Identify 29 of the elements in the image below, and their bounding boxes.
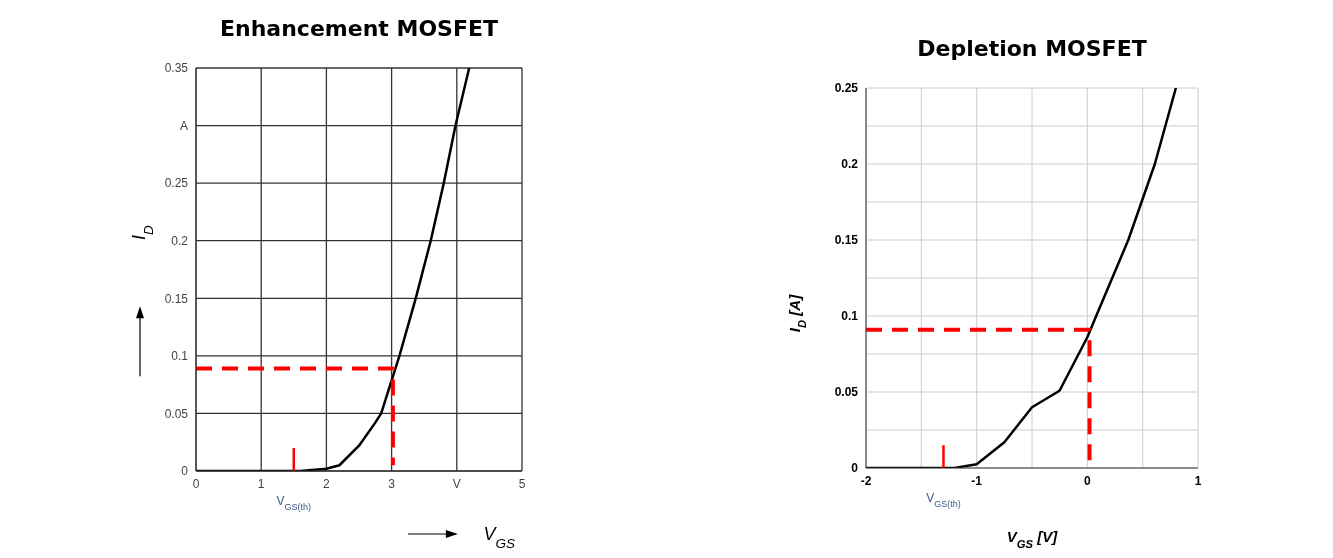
x-tick-label: V xyxy=(452,476,461,491)
x-tick-label: -1 xyxy=(971,473,983,488)
y-tick-label: 0.35 xyxy=(164,61,189,76)
y-tick-label: 0.2 xyxy=(171,233,189,248)
x-axis-title: V$_{GS}$ xyxy=(483,524,515,551)
y-tick-label: 0.25 xyxy=(834,81,859,96)
y-tick-label: 0.05 xyxy=(164,406,189,421)
chart-title: Depletion MOSFET xyxy=(916,36,1148,61)
y-tick-label: 0.1 xyxy=(171,349,189,364)
x-tick-label: 3 xyxy=(388,476,396,491)
x-tick-label: 0 xyxy=(192,476,200,491)
x-tick-label: 0 xyxy=(1083,473,1091,488)
chart-title: Enhancement MOSFET xyxy=(219,16,499,41)
y-tick-label: 0.1 xyxy=(841,309,859,324)
y-tick-label: 0 xyxy=(851,461,859,476)
x-tick-label: 1 xyxy=(1194,473,1202,488)
x-tick-label: -2 xyxy=(860,473,872,488)
y-tick-label: 0.2 xyxy=(841,157,859,172)
x-axis-title: V$_{GS}$ [V] xyxy=(1006,528,1059,550)
y-tick-label: A xyxy=(179,118,188,133)
x-tick-label: 1 xyxy=(257,476,265,491)
annotation: V$_{GS(th)}$ xyxy=(926,491,961,509)
y-tick-label: 0.15 xyxy=(164,291,189,306)
x-tick-label: 5 xyxy=(518,476,526,491)
x-tick-label: 2 xyxy=(323,476,331,491)
y-tick-label: 0.15 xyxy=(834,233,859,248)
y-tick-label: 0.25 xyxy=(164,176,189,191)
y-tick-label: 0.05 xyxy=(834,385,859,400)
annotation: V$_{GS(th)}$ xyxy=(276,494,312,512)
